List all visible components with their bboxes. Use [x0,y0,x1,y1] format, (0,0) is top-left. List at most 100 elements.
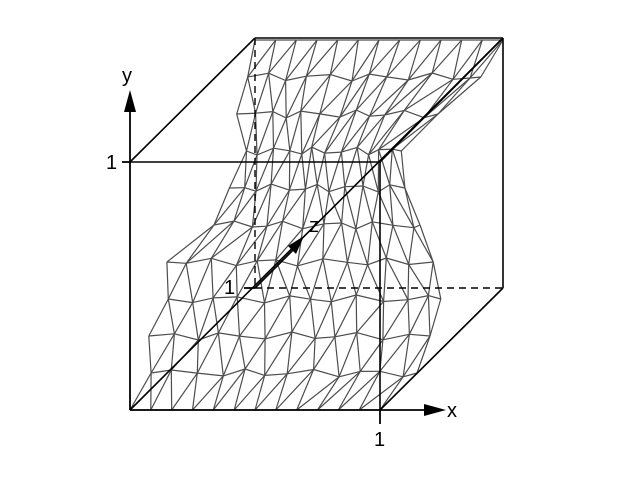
mesh-edge [389,184,415,228]
mesh-edge [167,263,187,300]
mesh-edge [337,371,361,411]
mesh-edge [212,375,224,411]
mesh-edge [289,265,298,297]
mesh-edge [170,333,175,371]
mesh-edge [407,295,429,301]
mesh-edge [470,76,481,79]
mesh-edge [409,333,431,337]
mesh-edge [408,264,429,296]
mesh-edge [355,185,364,229]
mesh-edge [319,113,340,118]
mesh-edge [300,76,307,112]
mesh-edge [359,339,384,372]
mesh-edge [403,72,433,111]
mesh-edge [238,335,246,370]
mesh-edge [437,76,482,115]
mesh-edge [423,77,471,119]
mesh-edge [339,80,353,118]
mesh-edge [340,109,357,153]
mesh-edge [316,376,340,411]
mesh-edge [356,301,385,333]
mesh-edge [355,73,370,111]
mesh-edge [211,257,237,267]
mesh-edge [351,73,370,82]
mesh-edge [330,262,348,303]
mesh-edge [192,302,199,341]
mesh-edge [322,258,332,302]
mesh-edge [247,39,277,78]
mesh-edge [268,39,297,74]
top-left-edge [129,37,256,163]
mesh-edge [407,39,442,81]
mesh-edge [264,331,293,340]
mesh-edge [402,372,418,378]
mesh-edge [289,110,302,151]
mesh-edge [185,263,194,303]
mesh-edge [256,220,284,262]
mesh-edge [171,372,198,411]
mesh-edge [403,78,454,111]
mesh-edge [255,73,270,114]
mesh-edge [148,335,152,374]
axes [122,98,428,424]
mesh-edge [452,39,463,80]
mesh-edge [346,262,357,296]
mesh-edge [197,372,224,377]
mesh-edge [355,264,369,296]
mesh-edge [275,221,284,261]
mesh-edge [287,368,314,375]
mesh-edge [212,368,246,411]
mesh-edge [378,110,405,151]
mesh-edge [386,76,409,81]
mesh-edge [192,297,214,304]
mesh-edge [168,298,193,304]
mesh-edge [255,113,258,156]
mesh-edge [338,332,358,378]
mesh-edge [400,150,406,189]
mesh-edge [382,301,385,340]
mesh-edge [264,295,291,340]
mesh-edge [150,333,175,374]
mesh-edge [266,220,283,227]
mesh-edge [217,332,224,376]
mesh-edge [275,228,304,261]
mesh-edge [210,220,235,259]
mesh-edge [148,298,169,337]
mesh-edge [339,73,370,118]
mesh-edge [264,373,288,376]
surface-mesh [129,39,504,411]
mesh-edge [305,183,318,190]
mesh-edge [300,111,303,155]
mesh-edge [330,301,336,337]
mesh-edge [379,376,404,411]
mesh-edge [239,302,265,337]
mesh-edge [254,375,266,411]
mesh-edge [301,146,313,155]
mesh-edge [316,183,330,193]
mesh-edge [254,373,288,411]
mesh-edge [191,373,198,411]
mesh-edge [408,261,434,266]
mesh-edge [391,148,406,189]
mesh-edge [296,223,325,267]
mesh-edge [235,225,268,266]
mesh-edge [236,260,258,267]
mesh-edge [288,153,303,191]
mesh-edge [233,187,246,222]
mesh-edge [402,334,410,377]
mesh-edge [228,150,248,189]
mesh-edge [270,148,275,185]
mesh-edge [368,114,386,155]
mesh-edge [382,299,409,341]
mesh-edge [173,302,194,335]
mesh-edge [167,298,175,334]
mesh-edge [129,372,152,411]
z-tick-label: 1 [224,277,235,299]
mesh-edge [378,148,393,151]
mesh-edge [407,39,421,81]
mesh-edge [322,258,348,263]
mesh-edge [246,150,258,156]
mesh-edge [255,147,275,192]
mesh-edge [324,151,342,154]
